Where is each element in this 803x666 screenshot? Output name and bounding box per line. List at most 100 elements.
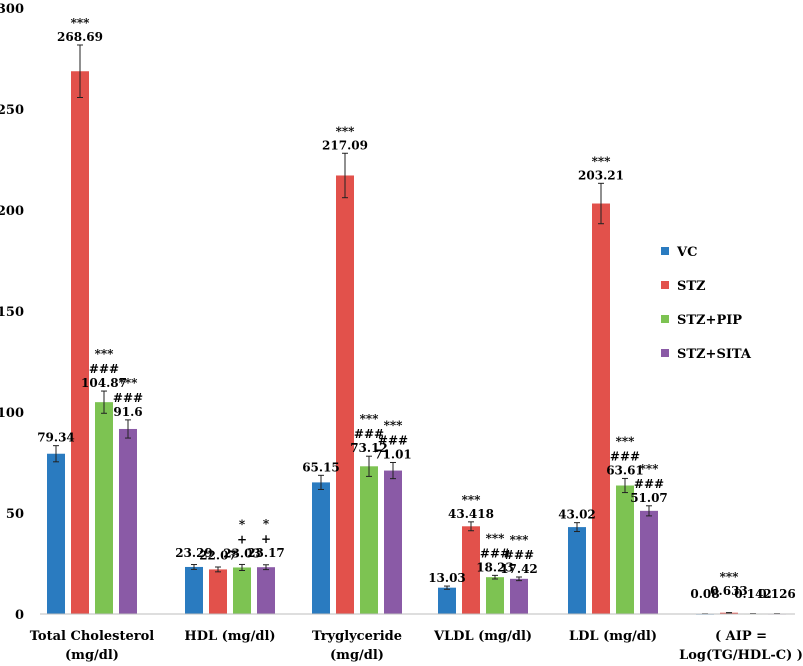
data-label: 79.34 (37, 431, 75, 445)
data-label: 13.03 (428, 571, 466, 585)
bars (47, 44, 786, 615)
bar (47, 453, 65, 614)
data-label: 51.07 (630, 491, 668, 505)
data-label: 23.29 (175, 546, 213, 560)
category-label: Log(TG/HDL-C) ) (679, 648, 803, 663)
legend-label: STZ (677, 279, 706, 294)
data-label: 65.15 (302, 460, 340, 474)
bar (616, 485, 634, 614)
significance-mark: *** (720, 570, 740, 584)
category-label: LDL (mg/dl) (569, 629, 657, 644)
significance-mark: ### (89, 362, 119, 376)
data-label: 104.87 (81, 376, 127, 390)
category-label: (mg/dl) (65, 648, 119, 663)
data-label: 43.418 (448, 507, 494, 521)
category-label: ( AIP = (715, 629, 767, 644)
legend-swatch (661, 281, 669, 289)
significance-mark: *** (336, 124, 356, 138)
bar (209, 569, 227, 614)
bar (312, 482, 330, 614)
data-label: 217.09 (322, 138, 368, 152)
data-label: 268.69 (57, 30, 103, 44)
significance-mark: * (263, 517, 270, 531)
bar (486, 577, 504, 614)
y-axis: 0 50 100 150 200 250 300 (0, 2, 24, 623)
data-label: 203.21 (578, 168, 624, 182)
bar (119, 428, 137, 614)
y-tick-label: 150 (0, 305, 24, 320)
bar (257, 567, 275, 614)
data-label: 91.6 (113, 405, 142, 419)
significance-mark: *** (384, 418, 404, 432)
significance-mark: ### (354, 427, 384, 441)
bar (462, 526, 480, 614)
legend-label: VC (676, 245, 697, 260)
legend-swatch (661, 349, 669, 357)
data-label: 17.42 (500, 562, 538, 576)
category-label: VLDL (mg/dl) (433, 629, 532, 644)
bar (71, 71, 89, 614)
data-label: 18.23 (476, 560, 514, 574)
y-tick-label: 0 (15, 608, 24, 623)
bar (510, 578, 528, 614)
significance-mark: ### (504, 548, 534, 562)
legend-label: STZ+PIP (677, 313, 742, 328)
significance-mark: ### (378, 433, 408, 447)
legend: VC STZ STZ+PIP STZ+SITA (661, 245, 752, 362)
significance-mark: *** (616, 434, 636, 448)
significance-mark: *** (119, 376, 139, 390)
data-label: 23.17 (247, 546, 285, 560)
significance-mark: *** (640, 462, 660, 476)
category-label: Tryglyceride (312, 629, 402, 644)
bar (360, 466, 378, 614)
category-label: Total Cholesterol (30, 629, 155, 644)
x-axis: Total Cholesterol (mg/dl) HDL (mg/dl) Trygl… (30, 613, 803, 663)
category-label: HDL (mg/dl) (184, 629, 275, 644)
data-label: 23.03 (223, 546, 261, 560)
bar (384, 470, 402, 614)
data-label: 0.08 (690, 587, 719, 601)
data-label: 43.02 (558, 508, 596, 522)
bar (233, 567, 251, 614)
significance-mark: ### (113, 391, 143, 405)
legend-label: STZ+SITA (677, 347, 752, 362)
significance-mark: *** (71, 16, 91, 30)
significance-mark: * (231, 548, 238, 562)
significance-mark: *** (462, 493, 482, 507)
bar (336, 175, 354, 614)
significance-mark: *** (95, 347, 115, 361)
bar (95, 402, 113, 614)
significance-mark: *** (592, 154, 612, 168)
data-label: 71.01 (374, 447, 412, 461)
y-tick-label: 300 (0, 2, 24, 17)
annotations: 79.3423.2965.1513.0343.020.08268.69***22… (37, 16, 796, 601)
bar (568, 527, 586, 614)
data-label: 0.633 (710, 584, 748, 598)
data-label: 73.12 (350, 441, 388, 455)
significance-mark: ### (610, 449, 640, 463)
significance-mark: + (261, 532, 271, 546)
significance-mark: *** (360, 412, 380, 426)
bar (720, 612, 738, 614)
bar (185, 566, 203, 614)
significance-mark: + (237, 532, 247, 546)
significance-mark: ### (480, 546, 510, 560)
bar (592, 203, 610, 614)
y-tick-label: 50 (6, 507, 24, 522)
category-label: (mg/dl) (330, 648, 384, 663)
data-label: 22.07 (199, 548, 237, 562)
data-label: 0.142 (734, 587, 772, 601)
y-tick-label: 100 (0, 406, 24, 421)
y-tick-label: 250 (0, 103, 24, 118)
y-tick-label: 200 (0, 204, 24, 219)
significance-mark: *** (486, 531, 506, 545)
significance-mark: * (239, 517, 246, 531)
legend-swatch (661, 315, 669, 323)
data-label: 63.61 (606, 463, 644, 477)
data-label: 0.126 (758, 587, 796, 601)
legend-swatch (661, 247, 669, 255)
significance-mark: ### (634, 477, 664, 491)
bar (438, 587, 456, 614)
significance-mark: *** (510, 533, 530, 547)
